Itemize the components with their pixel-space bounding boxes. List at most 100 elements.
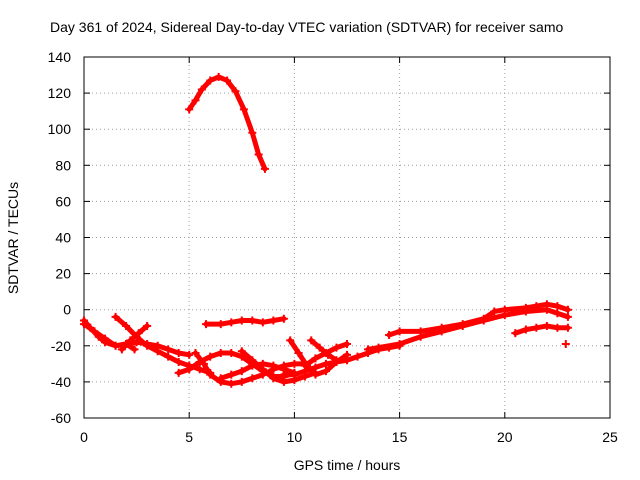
data-point [237, 367, 246, 376]
data-point [479, 314, 488, 323]
data-point [458, 320, 467, 329]
data-point [395, 339, 404, 348]
data-point [101, 334, 110, 343]
data-point [321, 359, 330, 368]
data-point [216, 374, 225, 383]
series-arc-late-upper [385, 300, 572, 339]
data-point [185, 350, 194, 359]
data-point [532, 302, 541, 311]
data-point [227, 370, 236, 379]
data-point [185, 105, 194, 114]
series-line [308, 337, 339, 363]
data-point [279, 370, 288, 379]
data-point [174, 358, 183, 367]
data-point [90, 327, 99, 336]
data-point [216, 349, 225, 358]
data-point [563, 323, 572, 332]
data-point [542, 321, 551, 330]
data-point [195, 365, 204, 374]
y-tick-label: 20 [55, 266, 71, 282]
data-point [500, 305, 509, 314]
data-point [286, 336, 295, 345]
data-point [311, 363, 320, 372]
data-point [237, 316, 246, 325]
data-point [542, 300, 551, 309]
y-tick-label: 100 [48, 121, 72, 137]
series-line [119, 323, 150, 352]
series-line [186, 74, 268, 172]
data-point [164, 345, 173, 354]
x-tick-label: 10 [287, 429, 303, 445]
data-point [122, 321, 131, 330]
data-point [332, 343, 341, 352]
data-point [206, 76, 215, 85]
data-point [260, 164, 269, 173]
data-point [227, 349, 236, 358]
data-point [206, 370, 215, 379]
data-point [134, 329, 143, 338]
data-point [117, 345, 126, 354]
data-point [237, 347, 246, 356]
axis-ticks: 0 5 10 15 20 25 -60 -40 -20 0 20 40 60 80 100 120 140 [48, 49, 618, 445]
y-axis-label: SDTVAR / TECUs [5, 182, 21, 294]
data-point [553, 323, 562, 332]
series-arc-bowl-c [237, 347, 320, 386]
data-point [279, 314, 288, 323]
data-point [185, 365, 194, 374]
data-point [143, 321, 152, 330]
x-axis-label: GPS time / hours [294, 457, 401, 473]
data-point [315, 343, 324, 352]
data-point [416, 327, 425, 336]
data-point [227, 318, 236, 327]
data-point [248, 374, 257, 383]
data-point [269, 361, 278, 370]
data-point [214, 72, 223, 81]
y-tick-label: 80 [55, 157, 71, 173]
data-point [254, 150, 263, 159]
data-point [227, 379, 236, 388]
data-point [385, 330, 394, 339]
data-point [202, 320, 211, 329]
data-point [80, 320, 88, 329]
data-point [437, 323, 446, 332]
data-point [561, 339, 570, 348]
data-point [553, 302, 562, 311]
data-point [269, 316, 278, 325]
y-tick-label: 60 [55, 193, 71, 209]
data-point [191, 96, 200, 105]
data-point [511, 329, 520, 338]
data-point [174, 349, 183, 358]
data-point [290, 359, 299, 368]
data-point [258, 359, 267, 368]
y-tick-label: 120 [48, 85, 72, 101]
x-tick-label: 20 [497, 429, 513, 445]
series-arc-high [185, 72, 269, 173]
series-outlier [561, 339, 570, 348]
series-arc-bowl-d [216, 359, 299, 383]
data-point [199, 359, 208, 368]
chart-title: Day 361 of 2024, Sidereal Day-to-day VTE… [50, 19, 563, 35]
data-point [206, 352, 215, 361]
x-tick-label: 15 [392, 429, 408, 445]
y-tick-label: -60 [51, 410, 71, 426]
data-point [231, 87, 240, 96]
data-point [248, 361, 257, 370]
data-point [164, 352, 173, 361]
data-point [153, 347, 162, 356]
data-point [395, 327, 404, 336]
y-tick-label: 0 [63, 302, 71, 318]
series-arc-late-lower [511, 321, 572, 338]
data-point [294, 349, 303, 358]
data-point [332, 356, 341, 365]
data-point [490, 307, 499, 316]
data-point [258, 318, 267, 327]
data-point [237, 377, 246, 386]
y-tick-label: 40 [55, 230, 71, 246]
data-point [216, 320, 225, 329]
data-point [343, 339, 351, 348]
data-point [563, 312, 572, 321]
data-point [174, 368, 183, 377]
data-point [311, 354, 320, 363]
data-point [364, 345, 373, 354]
